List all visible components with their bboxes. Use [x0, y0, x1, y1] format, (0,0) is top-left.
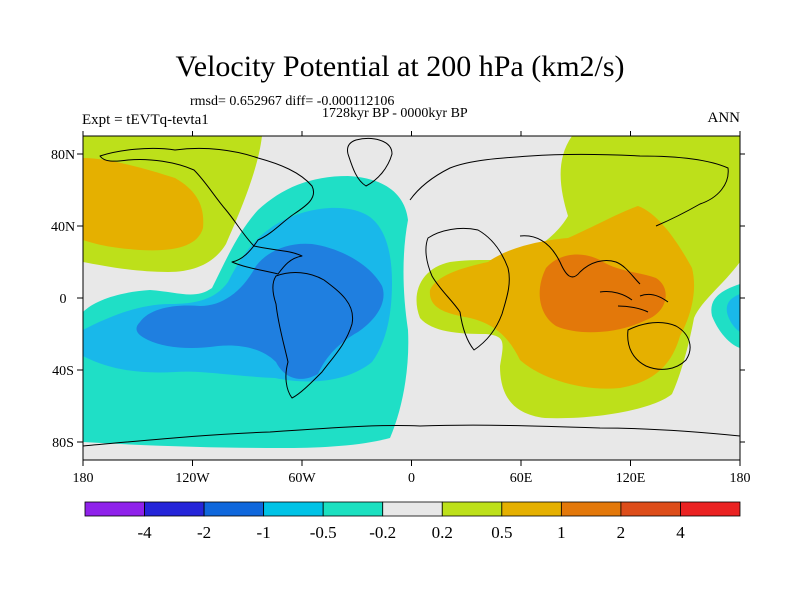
lon-tick-label: 120E: [616, 471, 646, 486]
colorbar-label: 0.5: [491, 523, 512, 542]
fill-far-east-pacific-moderate: [726, 294, 740, 332]
fill-maritime-continent-strong: [539, 254, 666, 333]
experiment-label: Expt = tEVTq-tevta1: [82, 112, 209, 128]
season-label: ANN: [707, 110, 741, 126]
colorbar-label: -4: [137, 523, 152, 542]
lat-tick-label: 40S: [52, 364, 74, 379]
colorbar-swatch: [620, 501, 681, 517]
colorbar-label: 1: [557, 523, 566, 542]
lon-tick-label: 180: [73, 471, 94, 486]
lon-tick-label: 120W: [175, 471, 210, 486]
lat-tick-label: 80N: [51, 148, 75, 163]
lat-tick-label: 80S: [52, 436, 74, 451]
lon-tick-label: 60W: [288, 471, 316, 486]
longitude-axis: 180 120W 60W 0 60E 120E 180: [73, 131, 751, 486]
lon-tick-label: 180: [730, 471, 751, 486]
colorbar-swatch: [680, 501, 741, 517]
colorbar-swatch: [441, 501, 503, 517]
coastlines: [83, 138, 740, 447]
colorbar-swatch: [501, 501, 562, 517]
coastline-africa: [425, 227, 510, 351]
lon-tick-label: 0: [408, 471, 415, 486]
colorbar-swatch: [322, 501, 384, 517]
coastline-greenland: [347, 138, 393, 187]
contour-field: [83, 136, 740, 460]
colorbar-swatch: [263, 501, 324, 517]
coastline-maritime-continent: [599, 291, 669, 313]
coastline-australia: [627, 322, 691, 370]
coastline-south-asia: [519, 235, 641, 285]
stats-text: rmsd= 0.652967 diff= -0.000112106: [190, 94, 395, 109]
coastline-north-america: [99, 147, 314, 275]
lat-tick-label: 40N: [51, 220, 75, 235]
fill-western-hemisphere-strong: [136, 243, 384, 379]
colorbar-swatch: [84, 501, 145, 517]
colorbar-swatch: [560, 501, 622, 517]
coastline-antarctica: [83, 424, 740, 447]
coastline-south-america: [272, 272, 354, 399]
colorbar: -4 -2 -1 -0.5 -0.2 0.2 0.5 1 2 4: [84, 501, 741, 542]
colorbar-swatch: [382, 501, 443, 517]
colorbar-swatch: [144, 501, 205, 517]
colorbar-label: -0.5: [310, 523, 337, 542]
coastline-europe: [409, 154, 729, 227]
colorbar-swatch: [203, 501, 265, 517]
colorbar-label: 0.2: [432, 523, 453, 542]
colorbar-label: 2: [617, 523, 626, 542]
lat-tick-label: 0: [60, 292, 67, 307]
chart-title: Velocity Potential at 200 hPa (km2/s): [175, 50, 625, 83]
colorbar-label: -0.2: [369, 523, 396, 542]
colorbar-label: -1: [257, 523, 271, 542]
colorbar-label: 4: [676, 523, 685, 542]
lon-tick-label: 60E: [510, 471, 533, 486]
latitude-axis: 80N 40N 0 40S 80S: [51, 148, 745, 451]
fill-north-pacific-strong: [83, 158, 204, 251]
period-text: 1728kyr BP - 0000kyr BP: [322, 106, 468, 121]
colorbar-label: -2: [197, 523, 211, 542]
